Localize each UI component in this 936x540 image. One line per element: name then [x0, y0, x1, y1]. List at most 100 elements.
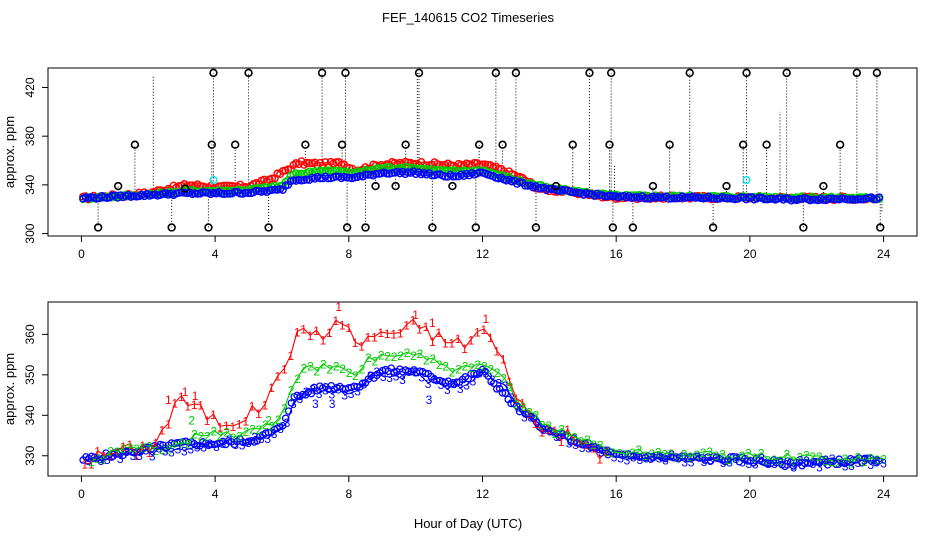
bottom-point-marker-3: 3 [540, 423, 547, 437]
bottom-point-marker-2: 2 [449, 366, 456, 380]
bottom-point-marker-2: 2 [436, 358, 443, 372]
bottom-point-marker-2: 2 [268, 419, 275, 433]
bottom-point-marker-3: 3 [181, 444, 188, 458]
bottom-point-circle [493, 385, 501, 393]
top-point-black [264, 223, 273, 232]
bottom-point-marker-3: 3 [476, 366, 483, 380]
top-point-black [585, 68, 594, 78]
bottom-ytick-label: 360 [23, 324, 37, 344]
bottom-point-marker-3: 3 [611, 450, 618, 464]
bottom-point-circle [299, 390, 307, 399]
top-point-blue [843, 195, 852, 204]
top-point-blue [595, 191, 604, 200]
bottom-point-marker-2: 2 [178, 437, 185, 451]
top-point-blue [856, 195, 865, 204]
bottom-point-marker-1: 1 [332, 314, 339, 328]
bottom-point-marker-2: 2 [417, 347, 424, 361]
bottom-point-marker-1: 1 [320, 333, 327, 347]
bottom-point-marker-2: 2 [359, 362, 366, 376]
bottom-point-marker-1: 1 [519, 397, 526, 411]
top-point-blue [521, 181, 530, 190]
bottom-point-marker-1: 1 [178, 390, 185, 404]
bottom-point-marker-3: 3 [829, 452, 836, 466]
bottom-point-marker-2: 2 [210, 424, 217, 438]
bottom-point-marker-2: 2 [481, 359, 488, 373]
bottom-point-marker-2: 2 [803, 449, 810, 463]
bottom-point-marker-1: 1 [558, 435, 565, 449]
bottom-point-marker-2: 2 [468, 361, 475, 375]
top-point-blue [222, 189, 231, 198]
bottom-ytick-label: 340 [23, 405, 37, 425]
bottom-point-marker-2: 2 [127, 441, 134, 455]
bottom-point-marker-3: 3 [187, 442, 194, 456]
bottom-point-marker-3: 3 [585, 441, 592, 455]
bottom-point-marker-2: 2 [829, 455, 836, 469]
top-point-blue [433, 170, 442, 179]
top-point-blue [332, 172, 341, 181]
top-point-black [782, 68, 791, 78]
bottom-point-marker-3: 3 [175, 442, 182, 456]
top-point-black [209, 68, 218, 78]
bottom-point-marker-3: 3 [406, 365, 413, 379]
top-point-blue [712, 194, 721, 203]
bottom-point-marker-1: 1 [242, 414, 249, 428]
bottom-point-marker-2: 2 [700, 446, 707, 460]
bottom-point-marker-1: 1 [197, 398, 204, 412]
top-xtick-label: 0 [78, 247, 85, 261]
top-point-blue [853, 195, 862, 204]
bottom-point-marker-3: 3 [694, 450, 701, 464]
bottom-point-marker-2: 2 [410, 349, 417, 363]
bottom-point-marker-1: 1 [538, 426, 545, 440]
top-point-red [305, 158, 314, 167]
top-point-blue [670, 194, 679, 203]
top-point-black [762, 140, 771, 149]
bottom-point-marker-3: 3 [200, 440, 207, 454]
bottom-point-marker-2: 2 [861, 455, 868, 469]
bottom-point-marker-2: 2 [281, 401, 288, 415]
top-point-black [876, 223, 885, 232]
bottom-point-marker-3: 3 [771, 457, 778, 471]
bottom-point-marker-3: 3 [373, 365, 380, 379]
top-point-blue [225, 189, 234, 198]
bottom-point-marker-2: 2 [249, 422, 256, 436]
top-point-black [665, 140, 674, 149]
bottom-point-marker-2: 2 [854, 450, 861, 464]
bottom-point-marker-2: 2 [848, 456, 855, 470]
top-point-blue [869, 195, 878, 204]
bottom-xtick-label: 24 [877, 487, 891, 501]
bottom-point-marker-2: 2 [442, 359, 449, 373]
bottom-point-marker-3: 3 [142, 443, 149, 457]
bottom-point-circle [284, 407, 293, 415]
bottom-point-marker-1: 1 [249, 400, 256, 414]
bottom-point-marker-2: 2 [198, 430, 205, 444]
top-point-blue [683, 193, 692, 202]
bottom-point-marker-2: 2 [243, 425, 250, 439]
bottom-point-marker-1: 1 [371, 331, 378, 345]
top-ylabel: approx. ppm [2, 116, 17, 188]
bottom-point-marker-3: 3 [91, 451, 98, 465]
bottom-point-marker-2: 2 [661, 447, 668, 461]
bottom-point-marker-1: 1 [474, 326, 481, 340]
bottom-line-series-3 [87, 370, 884, 468]
bottom-point-marker-3: 3 [848, 459, 855, 473]
bottom-point-marker-1: 1 [378, 326, 385, 340]
bottom-point-marker-1: 1 [326, 326, 333, 340]
bottom-point-marker-1: 1 [590, 442, 597, 456]
top-point-black [337, 140, 347, 149]
bottom-point-marker-1: 1 [182, 385, 189, 399]
bottom-point-marker-2: 2 [751, 451, 758, 465]
top-ytick-label: 380 [23, 126, 37, 146]
top-point-blue [427, 171, 436, 180]
bottom-point-marker-2: 2 [333, 360, 340, 374]
bottom-point-marker-3: 3 [329, 397, 336, 411]
bottom-point-marker-1: 1 [281, 362, 288, 376]
bottom-point-marker-3: 3 [258, 432, 265, 446]
bottom-point-marker-2: 2 [648, 447, 655, 461]
top-point-blue [268, 185, 277, 194]
bottom-point-marker-3: 3 [835, 457, 842, 471]
bottom-point-marker-1: 1 [210, 408, 217, 422]
bottom-point-marker-3: 3 [367, 369, 374, 383]
bottom-point-marker-3: 3 [322, 384, 329, 398]
top-point-black [799, 223, 808, 232]
bottom-point-marker-3: 3 [662, 453, 669, 467]
